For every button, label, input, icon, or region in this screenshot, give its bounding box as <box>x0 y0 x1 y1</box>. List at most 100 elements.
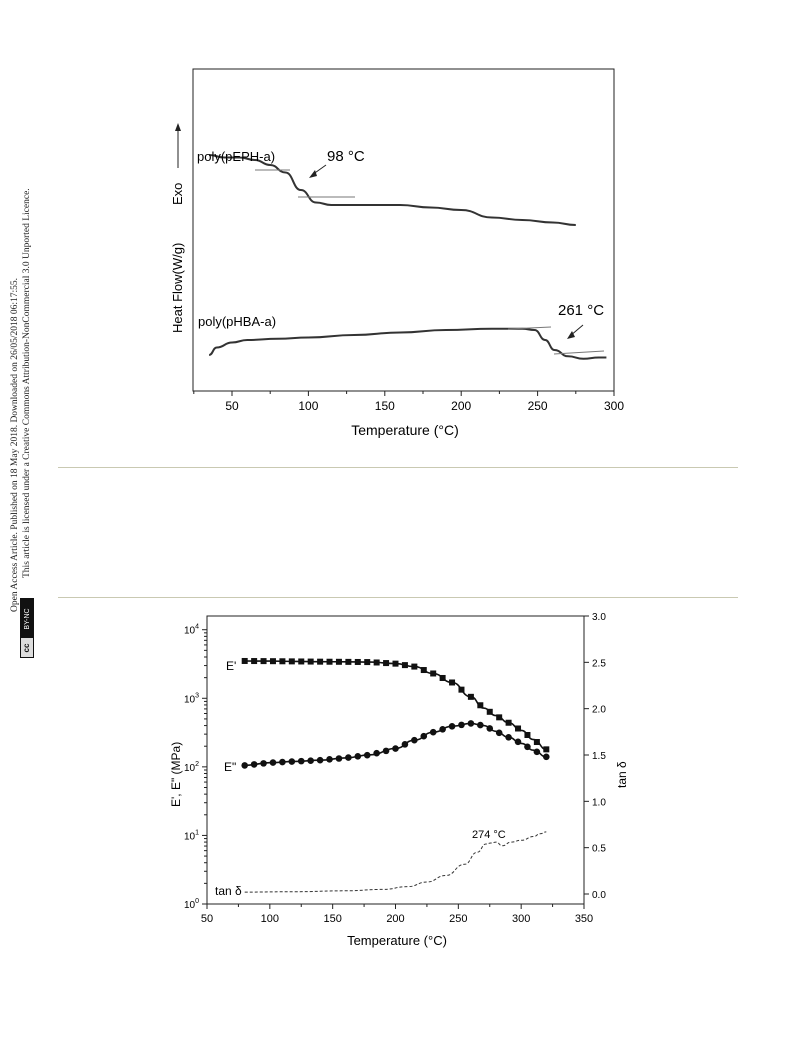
y-right-tick-label: 2.5 <box>592 658 606 669</box>
E-double-prime-marker <box>401 741 409 748</box>
annotation-98: 98 °C <box>327 148 365 165</box>
E-prime-marker <box>364 659 371 666</box>
E-double-prime-marker <box>307 757 314 764</box>
divider-line <box>58 597 738 598</box>
E-double-prime-marker <box>241 762 248 769</box>
E-double-prime-marker <box>363 751 371 759</box>
E-prime-marker <box>345 658 352 665</box>
E-double-prime-marker <box>392 745 399 752</box>
E-prime-marker <box>401 662 408 669</box>
y-left-tick-label: 104 <box>184 624 199 637</box>
E-double-prime-marker <box>373 749 380 757</box>
E-double-prime-marker <box>429 728 437 736</box>
E-double-prime-marker <box>477 721 484 729</box>
E-double-prime-marker <box>335 755 343 762</box>
E-double-prime-marker <box>486 725 494 732</box>
y-left-tick-label: 100 <box>184 898 199 911</box>
x-tick-label: 50 <box>225 399 239 413</box>
E-double-prime-marker <box>448 723 456 730</box>
y-right-tick-label: 1.0 <box>592 797 606 808</box>
curve1-label: poly(pEPH-a) <box>197 149 275 164</box>
x-tick-label: 300 <box>604 399 624 413</box>
E-prime-marker <box>288 658 295 665</box>
E-prime-marker <box>524 731 531 738</box>
x-axis-label: Temperature (°C) <box>347 933 447 948</box>
E-double-prime-marker <box>411 736 418 744</box>
exo-arrow-head <box>175 123 181 131</box>
E-double-prime-marker <box>467 720 475 727</box>
x-tick-label: 250 <box>449 913 467 925</box>
E-double-prime-marker <box>326 756 333 763</box>
E-prime-marker <box>458 686 465 693</box>
cc-license-badge[interactable]: cc BY-NC <box>20 598 34 658</box>
E-prime-marker <box>251 658 258 665</box>
label-tan-delta: tan δ <box>215 884 242 898</box>
E-prime-marker <box>307 658 314 665</box>
series-poly-pHBA-a <box>208 327 607 360</box>
x-tick-label: 50 <box>201 913 213 925</box>
E-double-prime-marker <box>533 748 541 756</box>
annotation-274: 274 °C <box>472 829 506 841</box>
E-prime-marker <box>383 660 390 667</box>
E-prime-marker <box>260 658 267 665</box>
E-double-prime-marker <box>505 733 512 741</box>
E-prime-marker <box>298 658 305 665</box>
y-axis-label-left: E', E" (MPa) <box>169 742 183 807</box>
E-double-prime-marker <box>250 761 258 768</box>
E-prime-marker <box>486 708 493 715</box>
E-prime-marker <box>449 679 456 686</box>
tangent-line <box>507 326 552 330</box>
E-double-prime-marker <box>260 760 267 767</box>
y-axis-label-right: tan δ <box>615 761 629 788</box>
label-E-double-prime: E" <box>224 760 236 774</box>
E-double-prime-marker <box>316 756 324 764</box>
E-prime-marker <box>430 670 437 677</box>
x-tick-label: 350 <box>575 913 593 925</box>
y-left-tick-label: 103 <box>184 692 199 705</box>
E-double-prime-marker <box>345 754 352 761</box>
E-prime-marker <box>533 739 540 746</box>
E-prime-marker <box>411 663 418 670</box>
E-double-prime-marker <box>288 758 296 765</box>
E-double-prime-marker <box>439 725 446 733</box>
curve2-label: poly(pHBA-a) <box>198 314 276 329</box>
y-right-tick-label: 2.0 <box>592 705 606 716</box>
E-prime-marker <box>467 693 474 700</box>
E-double-prime-marker <box>269 759 277 766</box>
E-prime-marker <box>335 658 342 665</box>
E-prime-marker <box>420 667 427 674</box>
E-double-prime-marker <box>495 729 503 737</box>
arrow-head <box>309 170 317 178</box>
divider-line <box>58 467 738 468</box>
E-prime-marker <box>279 658 286 665</box>
E-prime-marker <box>354 658 361 665</box>
x-tick-label: 250 <box>528 399 548 413</box>
label-E-prime: E' <box>226 659 236 673</box>
x-tick-label: 300 <box>512 913 530 925</box>
x-tick-label: 150 <box>323 913 341 925</box>
x-axis-label: Temperature (°C) <box>351 422 459 438</box>
E-double-prime-marker <box>354 753 362 760</box>
E-double-prime-marker <box>524 743 531 751</box>
y-right-tick-label: 3.0 <box>592 612 606 623</box>
series-tan-delta <box>244 831 547 893</box>
annotation-261: 261 °C <box>558 302 604 319</box>
cc-badge-logo: cc <box>22 643 31 652</box>
y-left-tick-label: 102 <box>184 761 199 774</box>
x-tick-label: 200 <box>451 399 471 413</box>
E-prime-marker <box>392 660 399 667</box>
x-tick-label: 200 <box>386 913 404 925</box>
E-prime-marker <box>241 657 248 664</box>
series-E-prime <box>244 660 547 751</box>
series-poly-pEPH-a <box>209 154 576 226</box>
E-prime-marker <box>269 658 276 665</box>
y-left-tick-label: 101 <box>184 829 199 842</box>
E-double-prime-marker <box>458 721 465 729</box>
E-prime-marker <box>543 746 550 753</box>
y-right-tick-label: 1.5 <box>592 751 606 762</box>
E-double-prime-marker <box>420 732 428 740</box>
y-axis-label: Heat Flow(W/g) <box>170 243 185 333</box>
dsc-chart: 50 100 150 200 250 300 poly(pEPH-a) poly(pHBA… <box>170 68 624 438</box>
E-prime-marker <box>477 702 484 709</box>
